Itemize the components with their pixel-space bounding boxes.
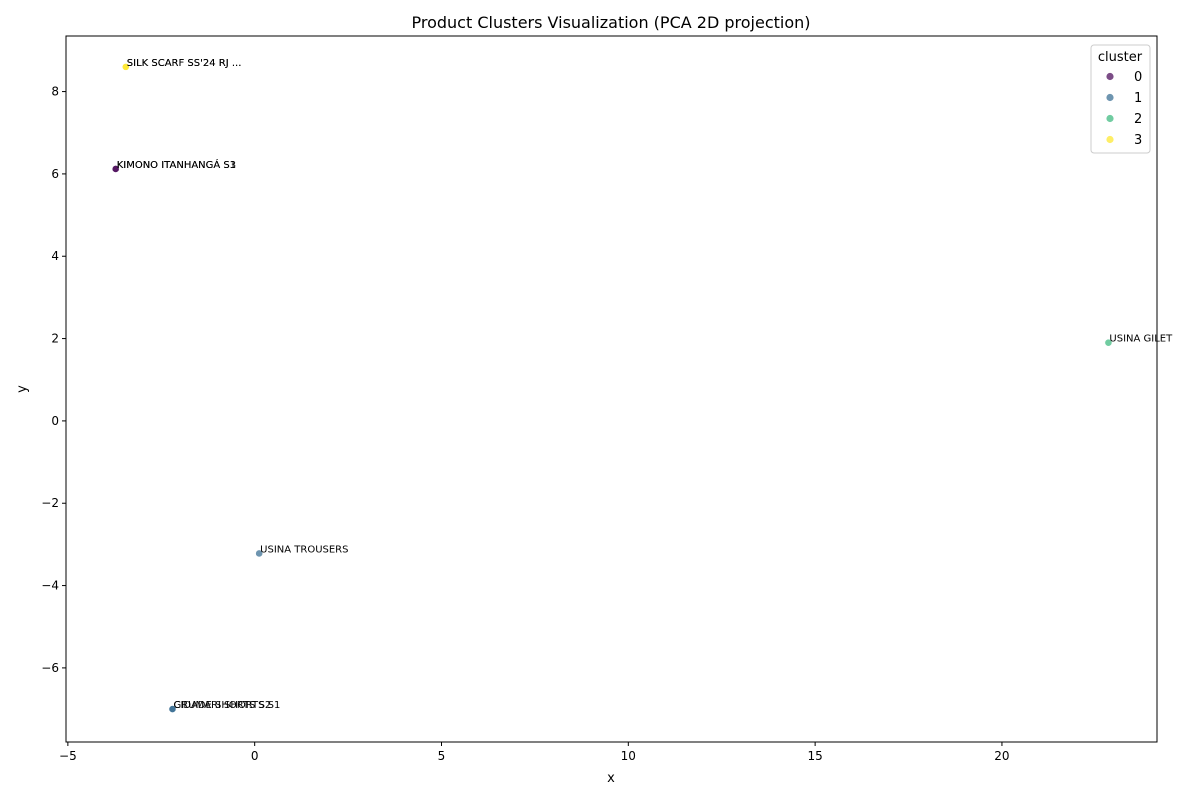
point-label: USINA TROUSERS — [260, 544, 348, 555]
x-axis-ticks: −5 0 5 10 15 20 — [59, 742, 1010, 763]
legend-label: 0 — [1134, 70, 1142, 85]
legend-label: 3 — [1134, 133, 1142, 148]
y-axis-ticks: −6 −4 −2 0 2 4 6 8 — [41, 85, 66, 675]
x-tick-label: 0 — [251, 749, 259, 763]
legend-box — [1090, 44, 1151, 154]
plot-frame — [65, 35, 1158, 743]
point-label: KIMONO ITANHANGÁ S3 — [117, 158, 236, 171]
legend-marker — [1106, 135, 1114, 144]
data-point — [1104, 338, 1113, 347]
legend-label: 1 — [1134, 91, 1142, 106]
y-tick-label: 2 — [51, 332, 59, 346]
y-tick-label: 4 — [51, 249, 59, 263]
y-tick-label: 8 — [51, 85, 59, 99]
legend-label: 2 — [1134, 112, 1142, 127]
legend-marker — [1106, 72, 1114, 81]
legend-entries: 0 1 2 3 — [1106, 70, 1142, 148]
y-tick-label: −4 — [41, 579, 59, 593]
point-label: GRUMARI SHORTS S1 — [173, 700, 280, 711]
x-tick-label: 10 — [621, 749, 636, 763]
point-label: USINA GILET — [1109, 334, 1173, 345]
legend-marker — [1106, 93, 1114, 102]
data-point — [168, 705, 177, 713]
data-point — [121, 62, 130, 71]
data-point — [255, 549, 264, 558]
legend-title: cluster — [1098, 50, 1143, 65]
x-axis-label: x — [607, 771, 615, 786]
legend-marker — [1106, 114, 1114, 123]
point-label: KIMONO ITANHANGÁ S1 — [117, 158, 236, 171]
legend: cluster 0 1 2 3 — [1090, 44, 1151, 154]
data-point — [111, 165, 120, 173]
point-label: SILK SCARF SS'24 RJ ... — [127, 58, 242, 69]
x-tick-label: 5 — [438, 749, 446, 763]
x-tick-label: −5 — [59, 749, 77, 763]
plot-area: SILK SCARF SS'24 RJ ...SILK SCARF SS'24 … — [111, 58, 1173, 713]
point-label: CIDADE SHORTS S2 — [173, 700, 271, 711]
point-label: SILK SCARF SS'24 RJ ... — [127, 58, 242, 69]
y-axis-label: y — [15, 385, 30, 393]
x-tick-label: 20 — [994, 749, 1009, 763]
x-tick-label: 15 — [807, 749, 822, 763]
y-tick-label: 6 — [51, 167, 59, 181]
y-tick-label: −2 — [41, 496, 59, 510]
chart-title: Product Clusters Visualization (PCA 2D p… — [411, 13, 810, 32]
y-tick-label: −6 — [41, 661, 59, 675]
y-tick-label: 0 — [51, 414, 59, 428]
